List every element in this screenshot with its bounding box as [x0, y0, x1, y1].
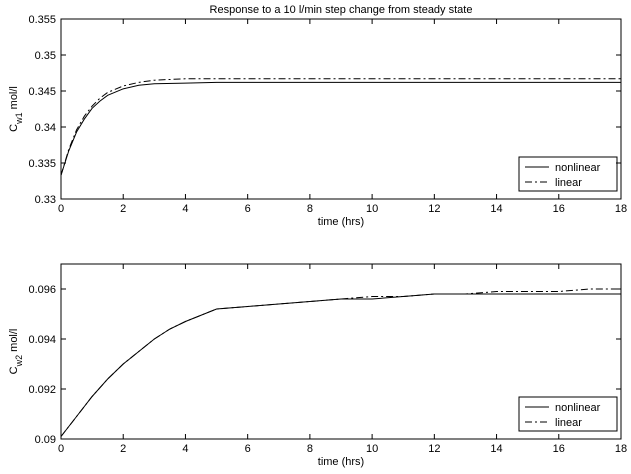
legend-box	[518, 156, 618, 192]
legend: nonlinear linear	[518, 396, 618, 432]
legend-box	[518, 396, 618, 432]
x-axis-label: time (hrs)	[318, 216, 364, 228]
x-tick-label: 10	[366, 443, 378, 455]
x-tick-label: 8	[307, 203, 313, 215]
y-axis-label-main: C	[8, 366, 20, 374]
x-axis-label: time (hrs)	[318, 456, 364, 468]
legend-label-nonlinear: nonlinear	[555, 162, 601, 174]
x-tick-label: 6	[245, 203, 251, 215]
x-tick-label: 4	[182, 443, 188, 455]
y-tick-label: 0.33	[35, 194, 56, 206]
x-tick-label: 16	[553, 443, 565, 455]
y-tick-label: 0.35	[35, 50, 56, 62]
y-tick-label: 0.345	[28, 86, 56, 98]
x-tick-label: 8	[307, 443, 313, 455]
y-axis-label: Cw1 mol/l	[8, 86, 24, 132]
y-tick-label: 0.34	[35, 122, 56, 134]
series-line-nonlinear	[60, 81, 621, 176]
chart-bottom: time (hrs) Cw2 mol/l nonlinear linear 0 2…	[8, 263, 627, 468]
x-tick-label: 14	[490, 443, 502, 455]
x-tick-label: 2	[120, 443, 126, 455]
y-tick-label: 0.094	[28, 334, 56, 346]
x-tick-label: 16	[553, 203, 565, 215]
series-line-nonlinear	[60, 293, 621, 437]
y-axis-label: Cw2 mol/l	[8, 329, 24, 375]
x-tick-label: 0	[58, 443, 64, 455]
plot-frame	[60, 263, 622, 440]
legend-label-linear: linear	[555, 417, 582, 429]
legend-label-nonlinear: nonlinear	[555, 402, 601, 414]
y-axis-label-subscript: w1	[14, 112, 24, 125]
series-line-linear	[60, 78, 621, 176]
x-tick-label: 12	[428, 203, 440, 215]
y-axis-label-unit: mol/l	[8, 329, 20, 355]
x-tick-label: 14	[490, 203, 502, 215]
x-tick-label: 10	[366, 203, 378, 215]
legend-label-linear: linear	[555, 177, 582, 189]
x-tick-label: 4	[182, 203, 188, 215]
x-tick-label: 0	[58, 203, 64, 215]
x-tick-label: 2	[120, 203, 126, 215]
y-axis-label-main: C	[8, 124, 20, 132]
y-axis-label-subscript: w2	[14, 355, 24, 368]
y-axis-label-unit: mol/l	[8, 86, 20, 112]
chart-top: Response to a 10 l/min step change from …	[8, 4, 627, 228]
y-tick-label: 0.096	[28, 284, 56, 296]
x-tick-label: 6	[245, 443, 251, 455]
y-tick-label: 0.092	[28, 384, 56, 396]
y-tick-label: 0.09	[35, 434, 56, 446]
y-tick-label: 0.335	[28, 158, 56, 170]
plot-frame	[60, 18, 622, 200]
x-tick-label: 18	[615, 203, 627, 215]
y-tick-label: 0.355	[28, 14, 56, 26]
x-tick-label: 12	[428, 443, 440, 455]
chart-title: Response to a 10 l/min step change from …	[210, 4, 473, 16]
x-tick-label: 18	[615, 443, 627, 455]
series-line-linear	[60, 288, 621, 437]
legend: nonlinear linear	[518, 156, 618, 192]
